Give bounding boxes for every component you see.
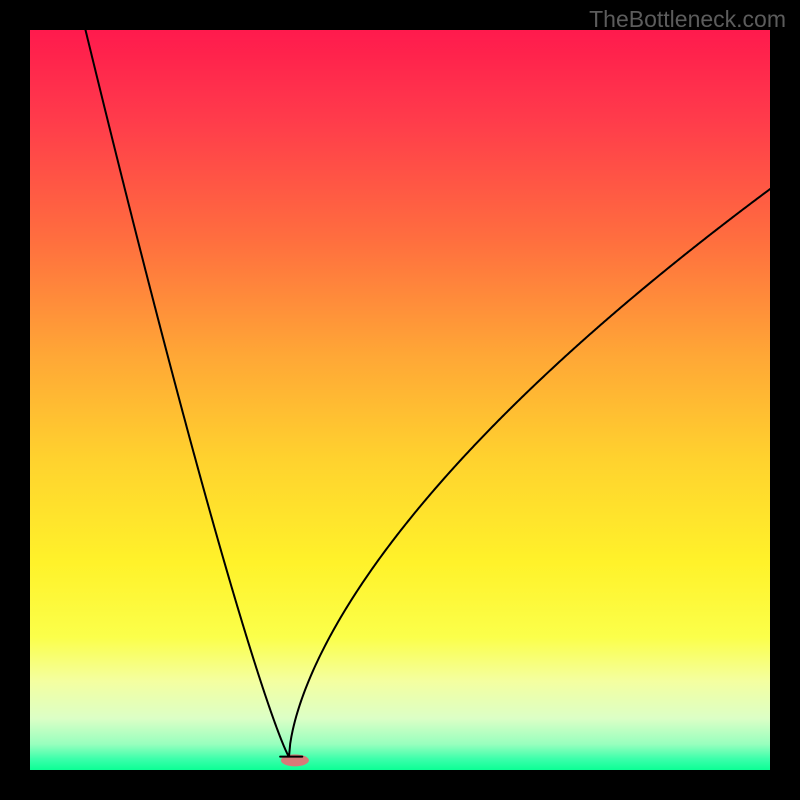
bottleneck-curve — [86, 30, 771, 757]
plot-area — [30, 30, 770, 770]
curve-layer — [30, 30, 770, 770]
watermark-label: TheBottleneck.com — [589, 6, 786, 33]
bottleneck-chart: TheBottleneck.com — [0, 0, 800, 800]
